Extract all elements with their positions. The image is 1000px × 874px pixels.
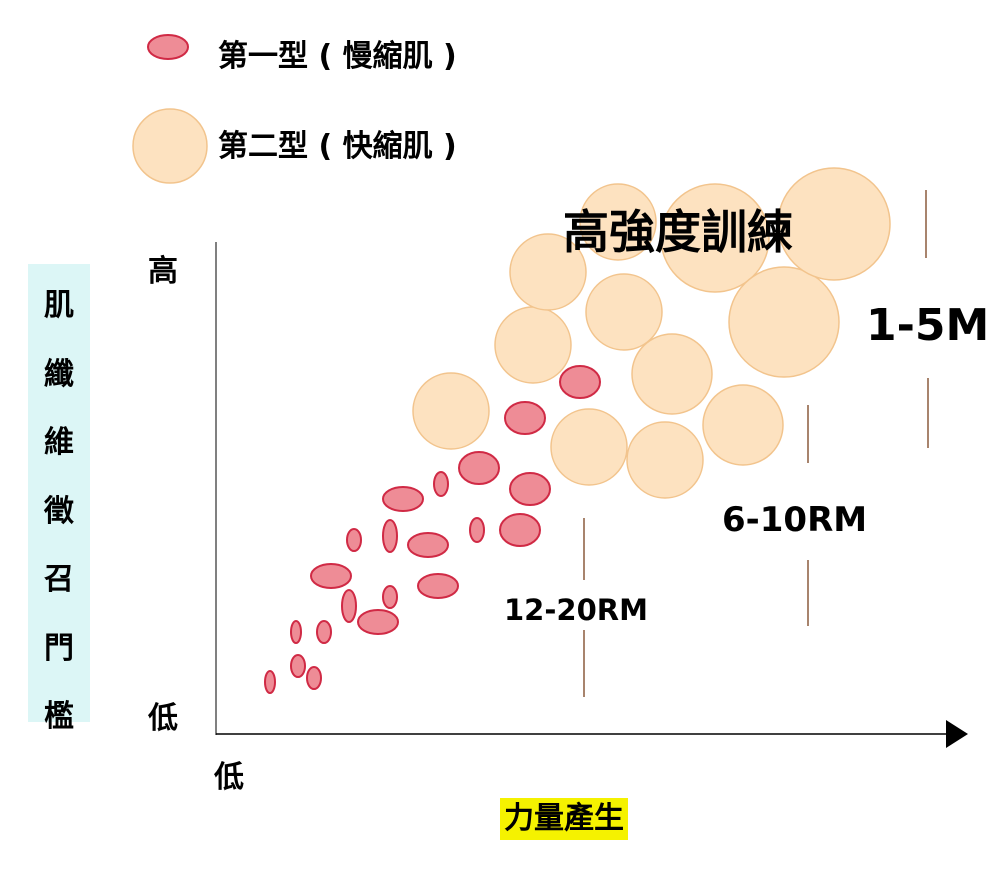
x-axis-label: 力量產生 xyxy=(500,798,628,840)
legend-type1-label: 第一型 ( 慢縮肌 ) xyxy=(218,39,457,74)
y-axis-label-background xyxy=(28,264,90,722)
type1-fiber xyxy=(306,666,322,690)
type2-fiber xyxy=(728,266,840,378)
type2-fiber xyxy=(550,408,628,486)
type1-fiber xyxy=(341,589,357,623)
type1-fiber xyxy=(509,472,551,506)
type2-fiber xyxy=(660,183,770,293)
rm-12-20-label: 12-20RM xyxy=(504,593,648,627)
type2-fiber-group xyxy=(412,167,891,499)
type2-fiber xyxy=(579,183,657,261)
type1-fiber xyxy=(290,654,306,678)
type2-fiber xyxy=(585,273,663,351)
type2-fiber xyxy=(509,233,587,311)
type1-fiber xyxy=(499,513,541,547)
type1-fiber xyxy=(346,528,362,552)
type1-fiber xyxy=(407,532,449,558)
y-axis-label-char: 徵 xyxy=(44,493,74,529)
type2-fiber xyxy=(777,167,891,281)
y-axis-low-label: 低 xyxy=(148,701,178,736)
x-axis-low-label: 低 xyxy=(214,760,244,795)
y-axis-label-char: 檻 xyxy=(44,699,74,734)
legend-type2-marker xyxy=(132,108,208,184)
zone-dividers xyxy=(583,190,929,697)
type1-fiber xyxy=(382,519,398,553)
y-axis-label-char: 維 xyxy=(44,425,74,460)
type1-fiber xyxy=(417,573,459,599)
type1-fiber xyxy=(357,609,399,635)
type2-fiber xyxy=(702,384,784,466)
y-axis-label-char: 召 xyxy=(44,562,74,597)
type1-fiber-group xyxy=(264,365,601,694)
high-intensity-training-label: 高強度訓練 xyxy=(563,205,793,259)
type1-fiber xyxy=(290,620,302,644)
type1-fiber xyxy=(316,620,332,644)
y-axis-high-label: 高 xyxy=(148,254,178,289)
type1-fiber xyxy=(310,563,352,589)
legend-type1-marker xyxy=(147,34,189,60)
y-axis-label-char: 肌 xyxy=(44,288,74,323)
y-axis-label: 肌 纖 維 徵 召 門 檻 xyxy=(28,272,90,752)
type2-fiber xyxy=(412,372,490,450)
type1-fiber xyxy=(382,585,398,609)
legend-type2-label: 第二型 ( 快縮肌 ) xyxy=(218,129,457,164)
type1-fiber xyxy=(382,486,424,512)
y-axis-label-char: 纖 xyxy=(44,356,74,392)
type2-fiber xyxy=(631,333,713,415)
type1-fiber xyxy=(469,517,485,543)
type1-fiber xyxy=(433,471,449,497)
type1-fiber xyxy=(264,670,276,694)
y-axis-label-char: 門 xyxy=(44,630,74,666)
type1-fiber xyxy=(559,365,601,399)
x-axis-arrow-icon xyxy=(946,720,968,748)
type2-fiber xyxy=(626,421,704,499)
rm-1-5-label: 1-5M xyxy=(866,300,990,351)
rm-6-10-label: 6-10RM xyxy=(722,500,868,540)
type2-fiber xyxy=(494,306,572,384)
type1-fiber xyxy=(458,451,500,485)
type1-fiber xyxy=(504,401,546,435)
